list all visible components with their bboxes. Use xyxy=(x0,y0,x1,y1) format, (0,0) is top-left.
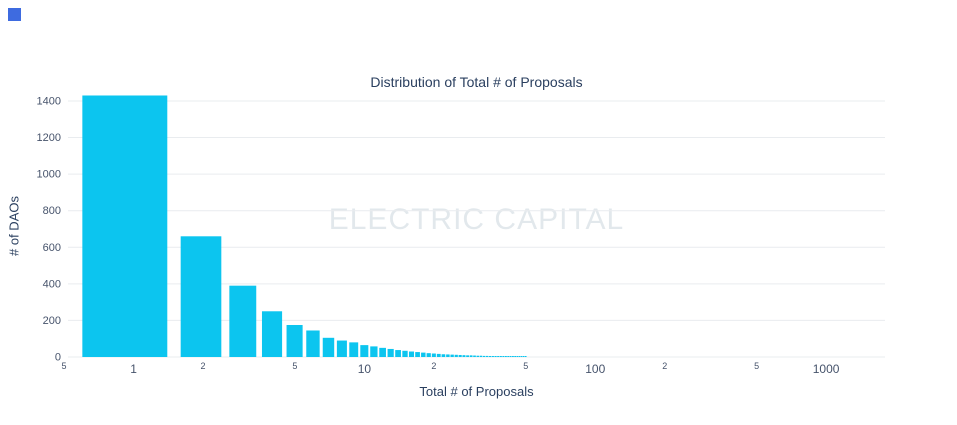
x-tick-label: 1 xyxy=(130,362,137,376)
bar[interactable] xyxy=(502,356,505,357)
watermark-text: ELECTRIC CAPITAL xyxy=(328,203,625,236)
bar[interactable] xyxy=(514,356,517,357)
bar[interactable] xyxy=(446,354,450,357)
x-minor-tick-label: 2 xyxy=(662,361,667,371)
x-minor-tick-label: 5 xyxy=(523,361,528,371)
bar[interactable] xyxy=(512,356,514,357)
bar[interactable] xyxy=(286,324,303,357)
bar[interactable] xyxy=(473,355,476,357)
chart-title: Distribution of Total # of Proposals xyxy=(370,74,583,90)
x-tick-label: 100 xyxy=(585,362,605,376)
bar[interactable] xyxy=(454,354,458,357)
bar[interactable] xyxy=(360,345,369,357)
bar[interactable] xyxy=(494,356,497,357)
y-tick-label: 1400 xyxy=(37,95,61,107)
bar[interactable] xyxy=(322,337,335,357)
bar[interactable] xyxy=(476,355,480,357)
x-tick-label: 10 xyxy=(358,362,372,376)
x-minor-tick-label: 5 xyxy=(754,361,759,371)
bar[interactable] xyxy=(458,354,462,357)
bar[interactable] xyxy=(421,352,426,357)
bar[interactable] xyxy=(395,350,401,357)
y-tick-label: 0 xyxy=(55,352,61,364)
y-tick-label: 800 xyxy=(43,205,61,217)
bar[interactable] xyxy=(306,330,320,357)
bar[interactable] xyxy=(370,346,378,357)
bar[interactable] xyxy=(509,356,512,357)
bar[interactable] xyxy=(516,356,519,357)
y-tick-label: 400 xyxy=(43,278,61,290)
bar[interactable] xyxy=(504,356,507,357)
bar[interactable] xyxy=(426,353,431,357)
bar[interactable] xyxy=(469,355,473,357)
bar[interactable] xyxy=(499,356,502,357)
bar[interactable] xyxy=(180,236,222,357)
bar[interactable] xyxy=(402,350,408,357)
bar[interactable] xyxy=(488,356,492,357)
bar[interactable] xyxy=(379,347,386,357)
bar[interactable] xyxy=(485,355,489,357)
bar[interactable] xyxy=(408,351,414,357)
x-tick-label: 1000 xyxy=(813,362,840,376)
x-minor-tick-label: 2 xyxy=(201,361,206,371)
bar[interactable] xyxy=(524,356,527,357)
corner-accent-square xyxy=(8,8,21,21)
bar[interactable] xyxy=(229,285,257,357)
bar[interactable] xyxy=(522,356,525,357)
bar[interactable] xyxy=(491,356,494,357)
bar[interactable] xyxy=(415,352,420,357)
x-minor-tick-label: 5 xyxy=(292,361,297,371)
bar[interactable] xyxy=(431,353,436,357)
bar[interactable] xyxy=(387,348,394,357)
bar[interactable] xyxy=(507,356,510,357)
x-axis-title: Total # of Proposals xyxy=(419,384,534,399)
bar[interactable] xyxy=(436,353,441,357)
bar[interactable] xyxy=(479,355,483,357)
bar[interactable] xyxy=(466,355,470,357)
y-tick-label: 600 xyxy=(43,242,61,254)
y-tick-label: 200 xyxy=(43,315,61,327)
bar[interactable] xyxy=(82,95,168,357)
bar[interactable] xyxy=(520,356,523,357)
bar[interactable] xyxy=(518,356,521,357)
bar[interactable] xyxy=(441,354,446,357)
bar[interactable] xyxy=(349,342,359,357)
bar[interactable] xyxy=(462,355,466,357)
y-tick-label: 1200 xyxy=(37,132,61,144)
bar[interactable] xyxy=(450,354,454,357)
bar[interactable] xyxy=(261,311,283,357)
y-tick-label: 1000 xyxy=(37,169,61,181)
bar[interactable] xyxy=(336,340,347,357)
bar[interactable] xyxy=(497,356,500,357)
bar[interactable] xyxy=(482,355,486,357)
x-minor-tick-label: 5 xyxy=(62,361,67,371)
x-minor-tick-label: 2 xyxy=(431,361,436,371)
